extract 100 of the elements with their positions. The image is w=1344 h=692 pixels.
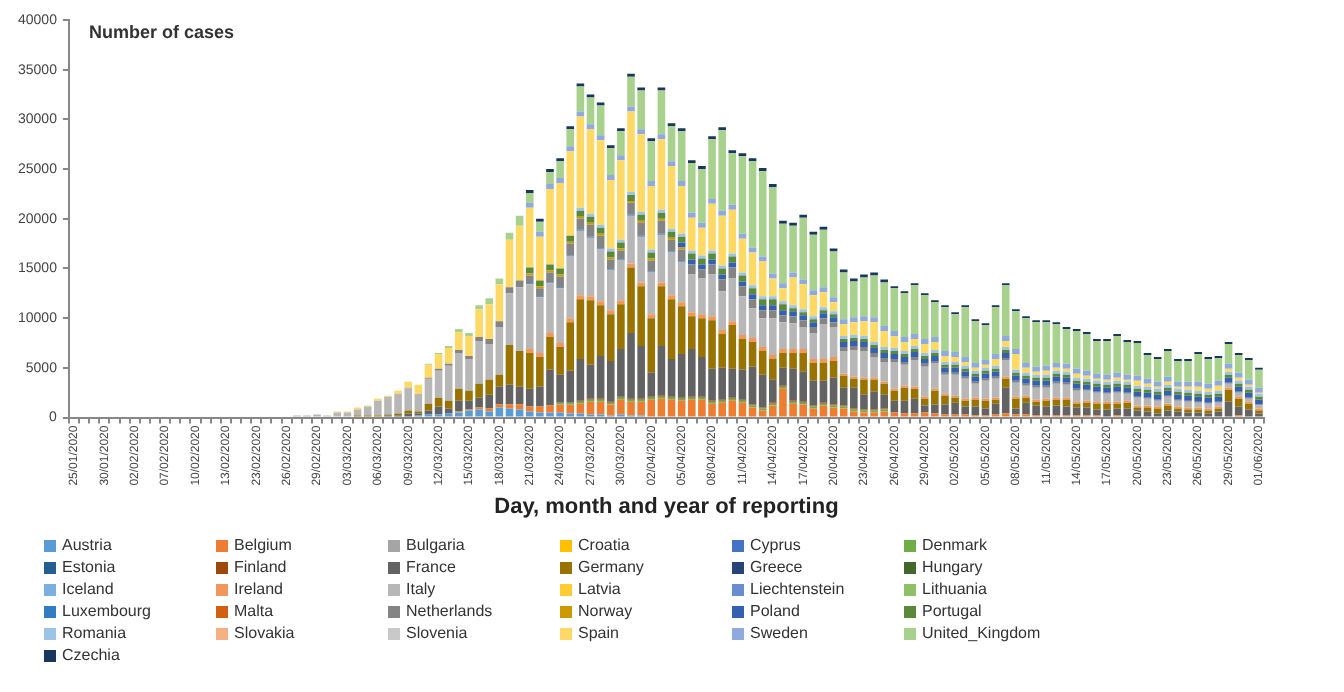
legend-label: Estonia — [62, 558, 116, 576]
bar — [1001, 336, 1010, 342]
bar — [617, 155, 625, 161]
bar — [1255, 387, 1263, 393]
legend-label: Spain — [578, 624, 619, 642]
bar — [586, 124, 595, 130]
bar — [718, 274, 726, 280]
bar — [667, 161, 676, 167]
bar — [880, 326, 889, 332]
bar — [1245, 392, 1253, 398]
legend-label: Portugal — [922, 602, 982, 620]
bar — [606, 251, 615, 258]
bar — [657, 134, 666, 140]
bar — [637, 129, 645, 135]
bar — [505, 287, 514, 294]
bar — [1224, 377, 1233, 383]
legend-label: Liechtenstein — [750, 580, 845, 598]
bar — [738, 286, 747, 297]
bar — [637, 214, 645, 221]
bar — [536, 280, 544, 287]
bar — [627, 194, 635, 201]
bar — [789, 272, 797, 278]
bar — [627, 106, 635, 112]
bar — [657, 220, 666, 234]
bar — [769, 273, 777, 279]
legend-label: Czechia — [62, 646, 120, 664]
x-axis-title: Day, month and year of reporting — [494, 494, 839, 519]
legend-label: Belgium — [234, 536, 292, 554]
legend-label: Cyprus — [750, 536, 801, 554]
legend-label: Iceland — [62, 580, 114, 598]
legend-label: Malta — [234, 602, 274, 620]
bar — [738, 281, 747, 287]
legend-label: Netherlands — [406, 602, 493, 620]
bar — [596, 135, 605, 141]
legend-label: Latvia — [578, 580, 621, 598]
bar — [617, 250, 625, 260]
bar — [758, 256, 767, 262]
bar — [718, 279, 726, 292]
bar — [536, 231, 544, 237]
bar — [961, 356, 970, 362]
bar — [1245, 379, 1253, 385]
legend-label: Finland — [234, 558, 287, 576]
y-axis-title: Number of cases — [88, 21, 234, 42]
bar — [910, 351, 919, 357]
legend-label: Croatia — [578, 536, 630, 554]
bar — [566, 129, 575, 147]
bar — [586, 216, 595, 223]
bar — [799, 279, 807, 285]
legend-label: Norway — [578, 602, 633, 620]
bar — [566, 243, 575, 256]
bar — [617, 242, 625, 249]
bar — [829, 297, 838, 303]
bar — [718, 210, 726, 216]
legend-label: Denmark — [922, 536, 987, 554]
bar — [505, 232, 514, 240]
legend-label: Germany — [578, 558, 644, 576]
bar — [809, 322, 818, 328]
bar — [647, 260, 656, 272]
bar — [809, 327, 818, 334]
bar — [536, 288, 544, 297]
legend-label: Slovenia — [406, 624, 468, 642]
bar — [1012, 348, 1020, 354]
bar — [606, 259, 615, 270]
bar — [687, 212, 696, 218]
bar — [637, 222, 645, 236]
legend-label: Luxembourg — [62, 602, 151, 620]
bar — [779, 283, 787, 289]
bar — [525, 192, 534, 203]
bar — [738, 233, 747, 239]
bar — [1163, 376, 1172, 382]
legend-label: Romania — [62, 624, 127, 642]
legend-label: United_Kingdom — [922, 624, 1041, 642]
legend-label: Lithuania — [922, 580, 987, 598]
bar — [576, 111, 585, 117]
bar — [627, 202, 635, 215]
bar — [1001, 359, 1010, 377]
bar — [728, 204, 737, 210]
bar — [890, 331, 899, 337]
bar — [1001, 341, 1010, 347]
bar — [748, 288, 757, 295]
legend-label: Italy — [406, 580, 436, 598]
bar — [495, 278, 504, 285]
bar — [525, 202, 534, 208]
bar — [718, 268, 726, 275]
bar — [991, 353, 1000, 359]
bar — [576, 210, 585, 217]
bar — [870, 347, 878, 353]
bar — [485, 298, 494, 305]
bar — [748, 247, 757, 253]
bar — [647, 141, 656, 181]
legend-label: Hungary — [922, 558, 983, 576]
bar — [698, 222, 706, 228]
bar — [606, 175, 615, 181]
bar — [698, 264, 706, 270]
legend-label: Ireland — [234, 580, 283, 598]
legend-label: Sweden — [750, 624, 808, 642]
legend-label: Slovakia — [234, 624, 295, 642]
legend-label: France — [406, 558, 456, 576]
bar — [708, 198, 716, 204]
bar — [1255, 399, 1263, 405]
